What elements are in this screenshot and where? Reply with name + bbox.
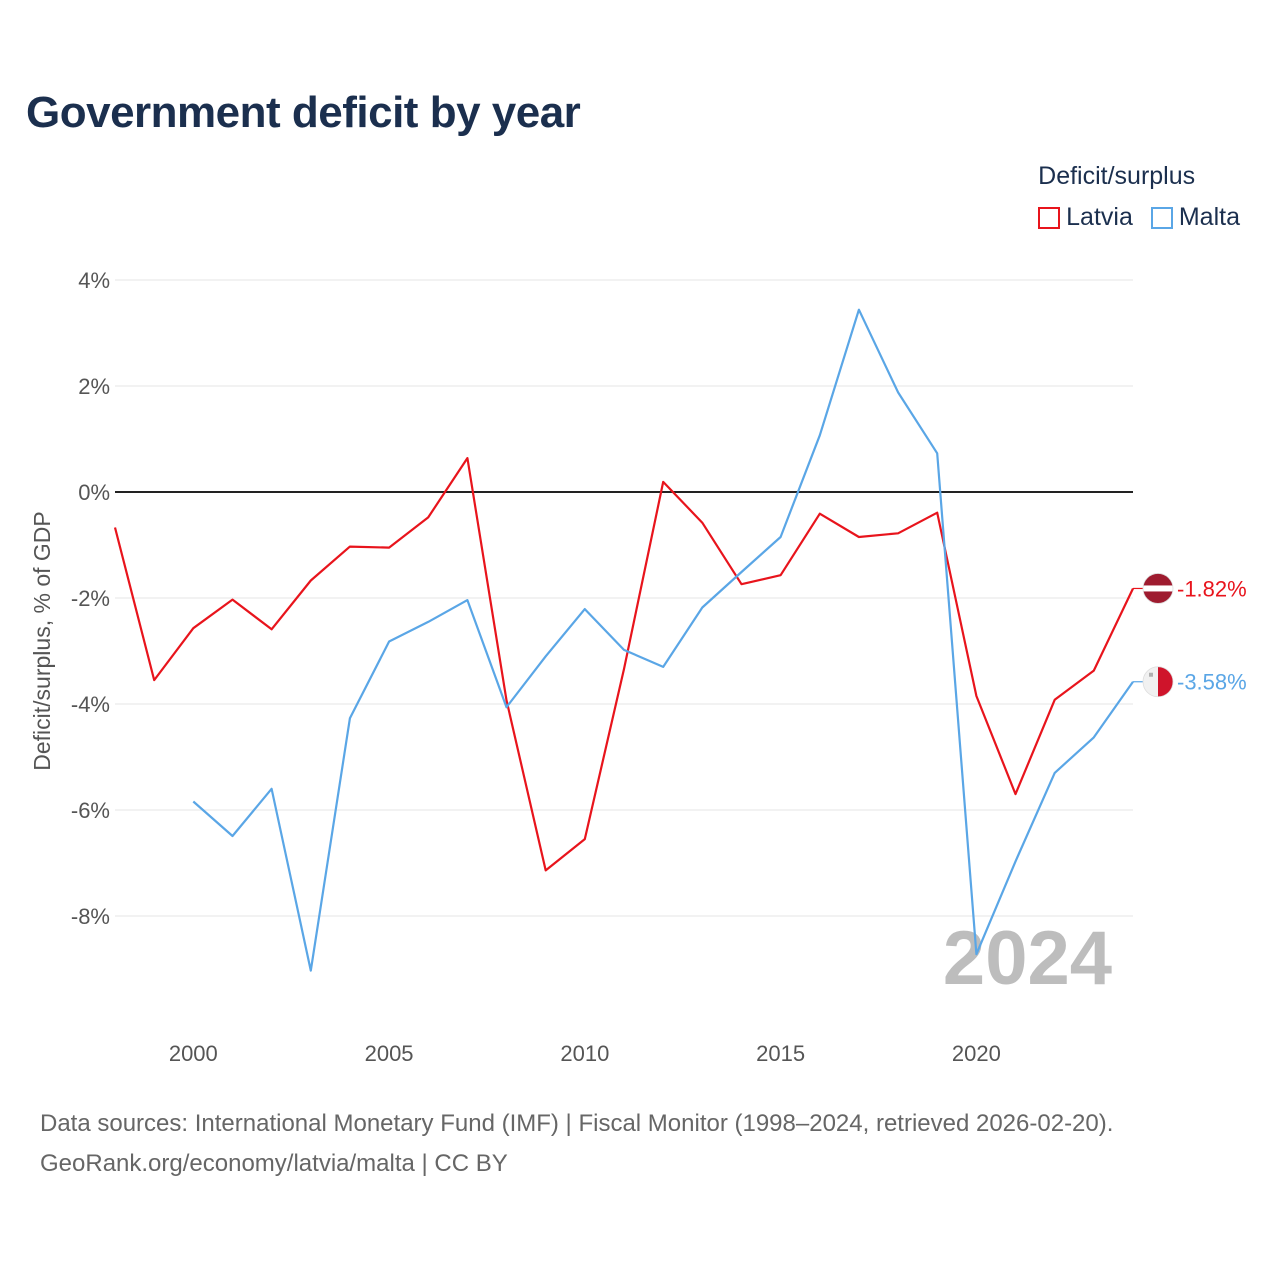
chart-title: Government deficit by year [26, 88, 581, 137]
x-tick-label: 2015 [756, 1041, 805, 1066]
end-flag-latvia [1133, 573, 1174, 604]
x-tick-label: 2020 [952, 1041, 1001, 1066]
legend-swatch-latvia [1038, 206, 1061, 229]
legend-item-malta[interactable]: Malta [1150, 203, 1240, 232]
legend-item-latvia[interactable]: Latvia [1038, 203, 1133, 232]
x-tick-label: 2005 [365, 1041, 414, 1066]
y-tick-label: 2% [78, 374, 110, 399]
end-flag-malta [1133, 666, 1174, 698]
source-note: Data sources: International Monetary Fun… [40, 1104, 1113, 1184]
year-watermark: 2024 [943, 916, 1112, 1001]
legend-label-latvia: Latvia [1066, 203, 1133, 231]
y-tick-label: 0% [78, 480, 110, 505]
series-line-malta[interactable] [192, 308, 1134, 972]
source-line-1: Data sources: International Monetary Fun… [40, 1110, 1114, 1137]
legend-title: Deficit/surplus [1038, 162, 1196, 190]
legend-swatch-malta [1150, 206, 1173, 229]
x-tick-label: 2010 [560, 1041, 609, 1066]
end-label-latvia: -1.82% [1177, 576, 1247, 601]
source-line-2[interactable]: GeoRank.org/economy/latvia/malta | CC BY [40, 1150, 508, 1177]
y-tick-label: -6% [71, 798, 110, 823]
series-line-latvia[interactable] [113, 457, 1134, 872]
legend-label-malta: Malta [1178, 203, 1240, 231]
x-tick-label: 2000 [169, 1041, 218, 1066]
end-label-malta: -3.58% [1177, 670, 1247, 695]
y-tick-label: -8% [71, 904, 110, 929]
y-axis-label: Deficit/surplus, % of GDP [29, 511, 55, 770]
y-tick-label: 4% [78, 268, 110, 293]
y-tick-label: -4% [71, 692, 110, 717]
legend: Deficit/surplus Latvia Malta [1038, 162, 1240, 232]
y-tick-label: -2% [71, 586, 110, 611]
